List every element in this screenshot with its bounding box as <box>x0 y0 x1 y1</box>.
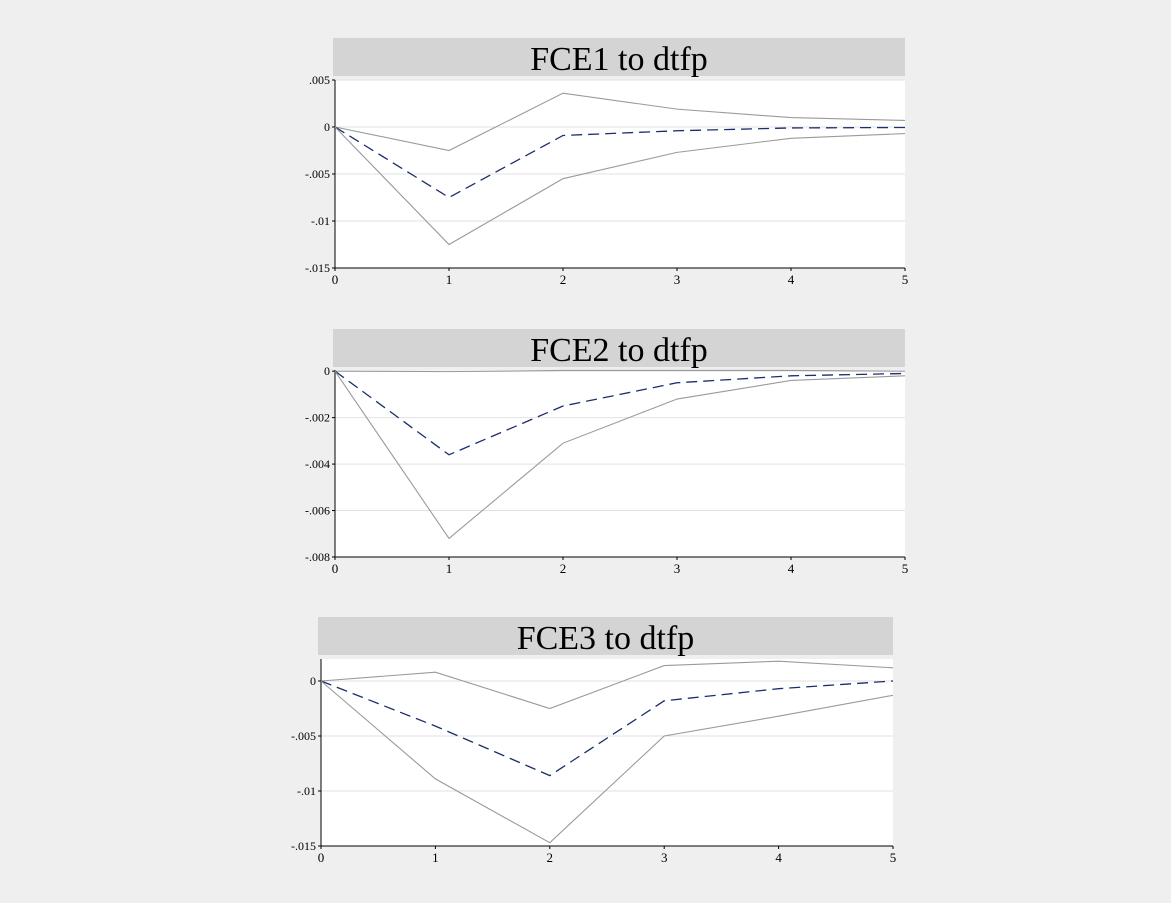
x-tick-label: 1 <box>446 272 453 287</box>
title-bar <box>333 329 905 367</box>
chart-title: FCE2 to dtfp <box>530 332 708 369</box>
y-tick-label: -.01 <box>297 784 316 798</box>
plot-area <box>321 659 893 846</box>
chart-title: FCE1 to dtfp <box>530 41 708 78</box>
y-tick-label: -.015 <box>305 261 330 275</box>
y-tick-label: -.008 <box>305 550 330 564</box>
x-tick-label: 4 <box>775 850 782 865</box>
title-bar <box>333 38 905 76</box>
y-tick-label: -.002 <box>305 411 330 425</box>
y-tick-label: 0 <box>324 364 330 378</box>
irf-line <box>320 680 894 777</box>
upper-band-line <box>320 660 894 710</box>
y-tick-label: -.005 <box>305 167 330 181</box>
y-tick-label: -.01 <box>311 214 330 228</box>
upper-band-line <box>334 369 906 373</box>
x-tick-label: 1 <box>432 850 439 865</box>
lower-band-line <box>320 680 894 844</box>
title-bar <box>318 617 893 655</box>
x-tick-label: 2 <box>560 272 567 287</box>
irf-line <box>334 126 906 199</box>
x-tick-label: 0 <box>332 561 339 576</box>
x-tick-label: 2 <box>547 850 554 865</box>
x-tick-label: 0 <box>332 272 339 287</box>
x-tick-label: 1 <box>446 561 453 576</box>
x-tick-label: 4 <box>788 272 795 287</box>
y-tick-label: 0 <box>324 120 330 134</box>
irf-line <box>334 370 906 456</box>
y-tick-label: .005 <box>309 73 330 87</box>
plot-area <box>335 370 905 557</box>
y-tick-label: -.005 <box>291 729 316 743</box>
x-tick-label: 0 <box>318 850 325 865</box>
chart-title: FCE3 to dtfp <box>517 620 695 657</box>
y-tick-label: -.015 <box>291 839 316 853</box>
x-tick-label: 3 <box>674 561 681 576</box>
x-tick-label: 5 <box>902 272 909 287</box>
lower-band-line <box>334 126 906 246</box>
y-tick-label: -.004 <box>305 457 330 471</box>
x-tick-label: 4 <box>788 561 795 576</box>
x-tick-label: 5 <box>890 850 897 865</box>
x-tick-label: 3 <box>661 850 668 865</box>
y-tick-label: 0 <box>310 674 316 688</box>
y-tick-label: -.006 <box>305 504 330 518</box>
x-tick-label: 2 <box>560 561 567 576</box>
upper-band-line <box>334 92 906 152</box>
x-tick-label: 3 <box>674 272 681 287</box>
x-tick-label: 5 <box>902 561 909 576</box>
lower-band-line <box>334 370 906 540</box>
